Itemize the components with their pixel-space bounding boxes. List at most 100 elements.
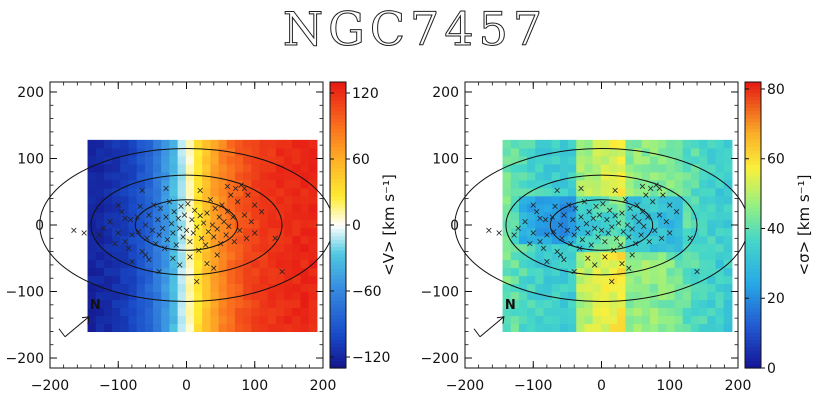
map-cell (136, 243, 146, 253)
map-cell (259, 283, 269, 293)
map-cell (584, 291, 594, 301)
map-cell (136, 283, 146, 293)
map-cell (666, 299, 676, 309)
map-cell (87, 307, 97, 317)
map-cell (682, 187, 692, 197)
map-cell (559, 179, 569, 189)
map-cell (259, 139, 269, 149)
map-cell (234, 187, 244, 197)
map-cell (226, 283, 236, 293)
map-cell (649, 171, 659, 181)
map-cell (243, 275, 252, 285)
lenslet-marker (607, 207, 613, 214)
map-cell (633, 259, 643, 269)
map-cell (576, 211, 586, 221)
lenslet-marker (161, 245, 168, 251)
map-cell (649, 267, 659, 277)
map-cell (584, 235, 594, 245)
map-cell (690, 163, 700, 173)
map-cell (153, 155, 162, 165)
lenslet-marker (166, 199, 173, 205)
map-cell (275, 243, 285, 253)
map-cell (617, 315, 626, 325)
map-cell (666, 203, 676, 213)
map-cell (723, 291, 733, 301)
map-cell (518, 291, 528, 301)
map-cell (617, 283, 626, 293)
map-cell (103, 235, 113, 245)
map-cell (649, 243, 659, 253)
map-cell (658, 235, 667, 245)
map-cell (658, 315, 667, 325)
map-cell (674, 275, 684, 285)
map-cell (144, 227, 154, 237)
map-cell (625, 243, 635, 253)
map-cell (559, 291, 569, 301)
lenslet-marker (561, 212, 567, 218)
map-cell (600, 307, 610, 317)
map-cell (103, 163, 113, 173)
map-cell (543, 203, 553, 213)
map-cell (723, 171, 733, 181)
map-cell (584, 243, 594, 253)
map-cell (251, 307, 261, 317)
map-cell (95, 259, 105, 269)
map-cell (243, 315, 252, 325)
map-cell (300, 155, 310, 165)
x-tick-label: −200 (446, 378, 484, 394)
map-cell (625, 259, 635, 269)
lenslet-marker (134, 214, 141, 220)
map-cell (723, 283, 733, 293)
map-cell (690, 171, 700, 181)
map-cell (715, 235, 725, 245)
map-cell (284, 179, 293, 189)
map-cell (543, 155, 553, 165)
map-cell (161, 155, 171, 165)
map-cell (284, 323, 293, 333)
map-cell (144, 243, 154, 253)
x-tick-label: 0 (182, 378, 191, 394)
map-cell (95, 219, 105, 229)
map-cell (559, 171, 569, 181)
map-cell (641, 251, 651, 261)
map-cell (136, 275, 146, 285)
map-cell (95, 139, 105, 149)
map-cell (177, 251, 187, 261)
map-cell (707, 235, 717, 245)
map-cell (300, 243, 310, 253)
map-cell (584, 171, 594, 181)
map-cell (292, 267, 302, 277)
map-cell (649, 323, 659, 333)
map-cell (120, 307, 130, 317)
map-cell (682, 291, 692, 301)
map-cell (592, 163, 602, 173)
map-cell (658, 179, 667, 189)
map-cell (559, 267, 569, 277)
map-cell (136, 155, 146, 165)
map-cell (682, 219, 692, 229)
map-cell (641, 203, 651, 213)
map-cell (95, 251, 105, 261)
map-cell (136, 227, 146, 237)
map-cell (275, 275, 285, 285)
map-cell (300, 163, 310, 173)
map-cell (103, 323, 113, 333)
map-cell (592, 251, 602, 261)
map-cell (543, 211, 553, 221)
map-cell (153, 307, 162, 317)
map-cell (527, 259, 536, 269)
map-cell (559, 243, 569, 253)
map-cell (153, 275, 162, 285)
map-cell (177, 139, 187, 149)
lenslet-marker (612, 213, 618, 219)
x-tick-label: −200 (31, 378, 69, 394)
map-cell (600, 203, 610, 213)
map-cell (699, 139, 708, 149)
lenslet-marker (559, 235, 565, 241)
map-cell (136, 307, 146, 317)
map-cell (112, 171, 121, 181)
map-cell (308, 163, 318, 173)
lenslet-marker (568, 240, 574, 247)
map-cell (177, 219, 187, 229)
map-cell (112, 307, 121, 317)
